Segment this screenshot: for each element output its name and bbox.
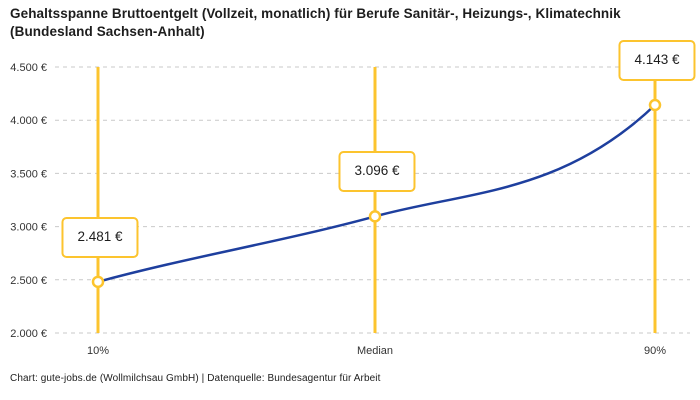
x-tick-label: 90% [644,345,666,357]
y-tick-label: 3.000 € [10,222,47,234]
y-tick-label: 3.500 € [10,168,47,180]
chart-credit: Chart: gute-jobs.de (Wollmilchsau GmbH) … [10,373,381,384]
x-tick-label: Median [357,345,393,357]
y-tick-label: 4.000 € [10,115,47,127]
y-tick-label: 4.500 € [10,62,47,74]
y-tick-label: 2.500 € [10,275,47,287]
data-point-marker[interactable] [648,98,662,112]
point-value-label: 3.096 € [338,151,416,193]
x-tick-label: 10% [87,345,109,357]
data-point-marker[interactable] [91,275,105,289]
chart-title: Gehaltsspanne Bruttoentgelt (Vollzeit, m… [10,6,621,39]
data-point-marker[interactable] [368,210,382,223]
point-value-label: 2.481 € [61,216,139,258]
y-tick-label: 2.000 € [10,328,47,340]
point-value-label: 4.143 € [618,39,696,81]
